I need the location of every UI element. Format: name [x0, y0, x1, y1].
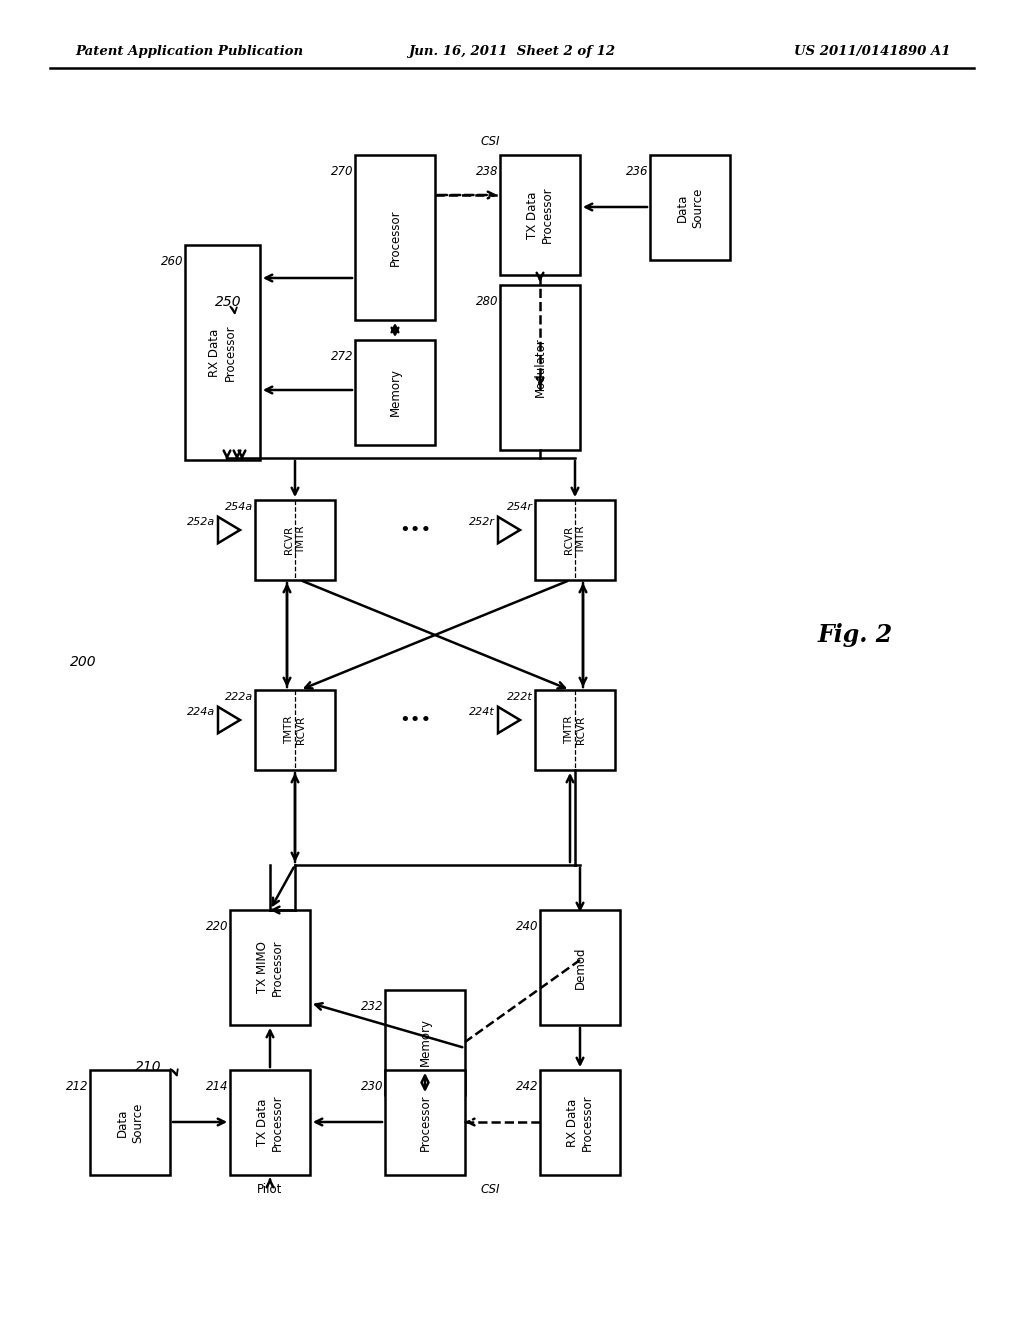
- Text: Memory: Memory: [388, 368, 401, 417]
- Text: CSI: CSI: [480, 1183, 500, 1196]
- Text: 224a: 224a: [186, 708, 215, 717]
- Polygon shape: [498, 706, 520, 733]
- Bar: [230, 909, 310, 1026]
- Text: 232: 232: [360, 1001, 383, 1012]
- Text: TMTR
RCVR: TMTR RCVR: [564, 715, 586, 744]
- Text: Data
Source: Data Source: [116, 1102, 144, 1143]
- Text: RCVR
TMTR: RCVR TMTR: [564, 525, 586, 554]
- Bar: [355, 154, 435, 319]
- Text: 214: 214: [206, 1080, 228, 1093]
- Text: TX MIMO
Processor: TX MIMO Processor: [256, 940, 284, 995]
- Text: RX Data
Processor: RX Data Processor: [209, 325, 237, 380]
- Bar: [540, 909, 620, 1026]
- Text: 210: 210: [135, 1060, 162, 1074]
- Text: Jun. 16, 2011  Sheet 2 of 12: Jun. 16, 2011 Sheet 2 of 12: [409, 45, 615, 58]
- Text: 250: 250: [215, 294, 242, 309]
- Text: 252a: 252a: [186, 517, 215, 527]
- Bar: [230, 1071, 310, 1175]
- Bar: [385, 990, 465, 1096]
- Text: 252r: 252r: [469, 517, 495, 527]
- Text: Fig. 2: Fig. 2: [817, 623, 893, 647]
- Bar: [535, 690, 615, 770]
- Text: 212: 212: [66, 1080, 88, 1093]
- Text: TX Data
Processor: TX Data Processor: [526, 186, 554, 243]
- Text: 254a: 254a: [224, 502, 253, 512]
- Bar: [255, 690, 335, 770]
- Text: US 2011/0141890 A1: US 2011/0141890 A1: [794, 45, 950, 58]
- Bar: [185, 246, 260, 459]
- Bar: [650, 154, 730, 260]
- Text: Pilot: Pilot: [257, 1183, 283, 1196]
- Text: Modulator: Modulator: [534, 338, 547, 397]
- Text: •••: •••: [399, 711, 431, 729]
- Text: 200: 200: [70, 655, 96, 669]
- Text: •••: •••: [399, 521, 431, 539]
- Text: 242: 242: [515, 1080, 538, 1093]
- Text: 254r: 254r: [507, 502, 534, 512]
- Text: Patent Application Publication: Patent Application Publication: [75, 45, 303, 58]
- Text: 238: 238: [475, 165, 498, 178]
- Text: 236: 236: [626, 165, 648, 178]
- Text: 272: 272: [331, 350, 353, 363]
- Text: 260: 260: [161, 255, 183, 268]
- Text: 270: 270: [331, 165, 353, 178]
- Text: Processor: Processor: [419, 1094, 431, 1151]
- Polygon shape: [498, 517, 520, 544]
- Polygon shape: [218, 517, 240, 544]
- Text: CSI: CSI: [480, 135, 500, 148]
- Text: Demod: Demod: [573, 946, 587, 989]
- Text: 222a: 222a: [224, 692, 253, 702]
- Bar: [500, 285, 580, 450]
- Text: RCVR
TMTR: RCVR TMTR: [285, 525, 306, 554]
- Bar: [255, 500, 335, 579]
- Text: Processor: Processor: [388, 209, 401, 265]
- Text: TMTR
RCVR: TMTR RCVR: [285, 715, 306, 744]
- Bar: [540, 1071, 620, 1175]
- Bar: [500, 154, 580, 275]
- Bar: [385, 1071, 465, 1175]
- Text: 230: 230: [360, 1080, 383, 1093]
- Bar: [355, 341, 435, 445]
- Text: 222t: 222t: [507, 692, 534, 702]
- Text: 280: 280: [475, 294, 498, 308]
- Bar: [535, 500, 615, 579]
- Text: RX Data
Processor: RX Data Processor: [566, 1094, 594, 1151]
- Polygon shape: [218, 706, 240, 733]
- Text: Memory: Memory: [419, 1019, 431, 1067]
- Text: Data
Source: Data Source: [676, 187, 705, 227]
- Text: TX Data
Processor: TX Data Processor: [256, 1094, 284, 1151]
- Bar: [90, 1071, 170, 1175]
- Text: 240: 240: [515, 920, 538, 933]
- Text: 224t: 224t: [469, 708, 495, 717]
- Text: 220: 220: [206, 920, 228, 933]
